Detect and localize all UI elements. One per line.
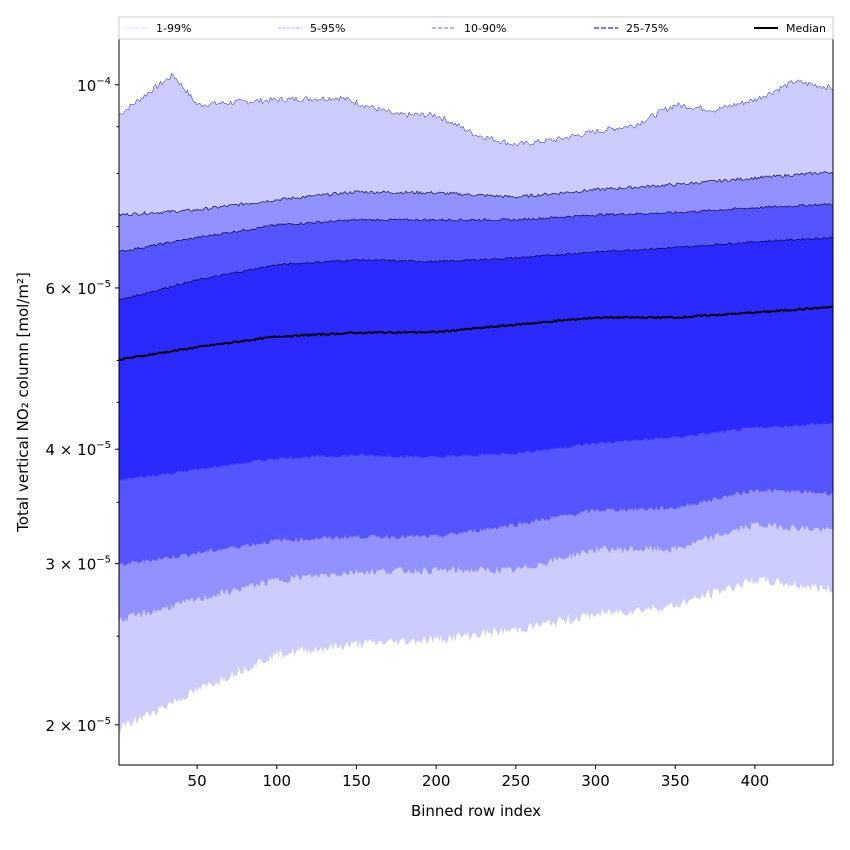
band-25-75% (119, 236, 833, 481)
y-axis-label: Total vertical NO₂ column [mol/m²] (14, 272, 32, 533)
band-edge-10-90%-upper (118, 202, 834, 253)
band-edge-5-95%-upper (118, 170, 834, 217)
x-tick-label: 350 (661, 772, 690, 790)
x-tick-label: 300 (581, 772, 610, 790)
y-tick-label: 3 × 10−5 (46, 555, 112, 574)
band-edge-25-75%-upper (118, 236, 834, 300)
y-tick-label: 4 × 10−5 (46, 440, 112, 459)
y-tick-label: 10−4 (77, 76, 111, 95)
band-edge-1-99%-upper (118, 72, 834, 147)
median-line (118, 305, 834, 361)
x-tick-label: 400 (741, 772, 770, 790)
y-tick-label: 6 × 10−5 (46, 279, 112, 298)
legend-label: Median (786, 22, 826, 35)
legend-label: 5-95% (310, 22, 345, 35)
x-tick-label: 50 (188, 772, 207, 790)
legend-label: 10-90% (464, 22, 506, 35)
x-tick-label: 250 (502, 772, 531, 790)
x-tick-label: 150 (342, 772, 371, 790)
y-axis: 10−4 6 × 10−5 4 × 10−5 3 × 10−5 2 × 10−5 (46, 76, 119, 735)
x-axis-label: Binned row index (411, 802, 541, 820)
x-axis: 50 100 150 200 250 300 350 400 (188, 765, 770, 790)
legend-box (118, 16, 834, 40)
bands-layer (118, 72, 834, 733)
legend-label: 25-75% (626, 22, 668, 35)
y-tick-label: 2 × 10−5 (46, 716, 112, 735)
median-layer (118, 305, 834, 361)
legend: 1-99% 5-95% 10-90% 25-75% Median (118, 16, 834, 40)
legend-label: 1-99% (156, 22, 191, 35)
x-tick-label: 200 (422, 772, 451, 790)
x-tick-label: 100 (262, 772, 291, 790)
